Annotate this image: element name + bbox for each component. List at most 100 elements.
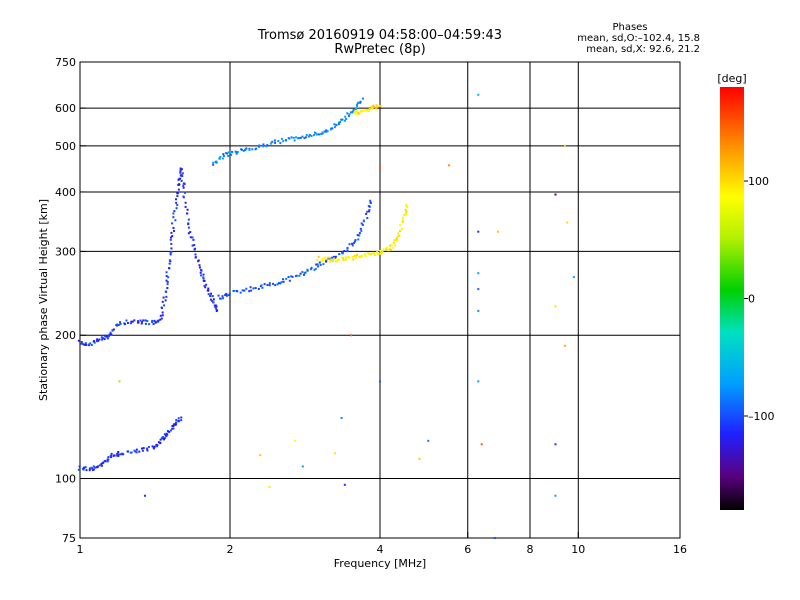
data-point: [366, 217, 369, 220]
data-point: [210, 292, 213, 295]
colorbar-tick-label: 100: [748, 175, 769, 188]
data-point: [146, 447, 149, 450]
data-point: [367, 252, 370, 255]
data-point: [366, 252, 369, 255]
data-point: [172, 216, 175, 219]
data-point: [191, 236, 194, 239]
data-point: [162, 296, 165, 299]
data-point: [260, 284, 263, 287]
data-point: [88, 467, 91, 470]
x-tick-label: 1: [77, 543, 84, 556]
data-point: [151, 445, 154, 448]
data-point: [169, 429, 172, 432]
data-point: [82, 343, 85, 346]
data-point: [379, 249, 382, 252]
data-point: [351, 244, 354, 247]
data-point: [375, 104, 378, 107]
data-point: [319, 263, 322, 266]
data-point: [152, 323, 155, 326]
data-point: [198, 266, 201, 269]
data-point: [280, 281, 283, 284]
data-point: [91, 467, 94, 470]
data-point: [325, 129, 328, 132]
data-point: [177, 417, 180, 420]
data-point: [187, 226, 190, 229]
data-point: [192, 238, 195, 241]
data-point: [330, 258, 333, 261]
data-point: [401, 219, 404, 222]
data-point: [134, 450, 137, 453]
data-point: [357, 238, 360, 241]
data-point: [301, 270, 304, 273]
data-point: [354, 257, 357, 260]
data-point: [347, 114, 350, 117]
data-point: [244, 149, 247, 152]
data-point: [157, 441, 160, 444]
data-point: [358, 255, 361, 258]
data-point: [182, 184, 185, 187]
data-point: [399, 229, 402, 232]
data-point: [221, 295, 224, 298]
y-axis-ticks: 75 100 200 300 400 500 600 750: [55, 56, 86, 545]
data-point: [245, 147, 248, 150]
data-point: [233, 289, 236, 292]
data-point: [193, 244, 196, 247]
data-point: [290, 136, 293, 139]
data-point: [234, 150, 237, 153]
data-point: [273, 139, 276, 142]
data-point: [258, 144, 261, 147]
data-point: [82, 468, 85, 471]
data-point: [279, 142, 282, 145]
data-point: [333, 126, 336, 129]
data-point: [356, 234, 359, 237]
data-point: [367, 210, 370, 213]
data-point: [390, 244, 393, 247]
data-point: [173, 210, 176, 213]
data-point: [207, 287, 210, 290]
data-point: [477, 93, 480, 96]
data-point: [199, 271, 202, 274]
phases-mean-x: mean, sd,X: 92.6, 21.2: [586, 44, 700, 55]
data-point: [288, 279, 291, 282]
data-point: [209, 298, 212, 301]
data-point: [314, 267, 317, 270]
data-point: [228, 292, 231, 295]
data-point: [282, 140, 285, 143]
data-point: [295, 136, 298, 139]
data-point: [221, 157, 224, 160]
data-point: [186, 208, 189, 211]
data-point: [160, 317, 163, 320]
data-point: [157, 320, 160, 323]
data-point: [376, 250, 379, 253]
data-point: [325, 260, 328, 263]
data-point: [143, 494, 146, 497]
data-point: [178, 178, 181, 181]
y-tick-label: 750: [55, 56, 76, 69]
data-point: [194, 253, 197, 256]
data-point: [321, 257, 324, 260]
data-point: [299, 272, 302, 275]
data-point: [215, 304, 218, 307]
data-point: [179, 169, 182, 172]
data-point: [248, 148, 251, 151]
x-tick-label: 8: [527, 543, 534, 556]
data-point: [405, 203, 408, 206]
data-point: [165, 295, 168, 298]
data-point: [161, 311, 164, 314]
data-point: [572, 276, 575, 279]
data-point: [222, 154, 225, 157]
data-point: [203, 284, 206, 287]
data-point: [85, 469, 88, 472]
data-point: [362, 109, 365, 112]
data-point: [259, 454, 262, 457]
data-point: [154, 321, 157, 324]
data-point: [179, 170, 182, 173]
data-point: [105, 335, 108, 338]
data-point: [249, 286, 252, 289]
data-point: [345, 256, 348, 259]
data-point: [117, 454, 120, 457]
data-point: [251, 148, 254, 151]
data-point: [379, 380, 381, 383]
data-point: [112, 454, 115, 457]
data-point: [333, 257, 336, 260]
